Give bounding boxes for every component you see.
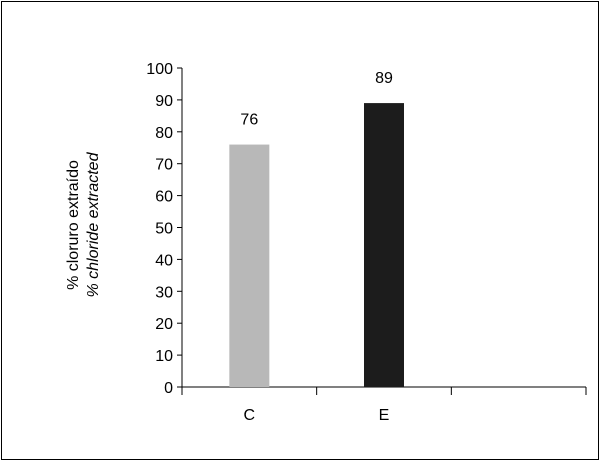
y-tick-label: 40 <box>155 252 173 269</box>
y-tick-label: 60 <box>155 189 173 206</box>
y-tick-label: 0 <box>164 380 173 397</box>
y-tick-label: 70 <box>155 157 173 174</box>
data-label: 76 <box>240 112 258 129</box>
y-tick-label: 100 <box>146 61 173 78</box>
labels: C 76 E 89 <box>240 70 393 424</box>
y-tick-label: 20 <box>155 316 173 333</box>
y-tick-label: 30 <box>155 284 173 301</box>
bar <box>364 103 404 387</box>
x-tick-label: C <box>244 407 256 424</box>
bar <box>229 144 270 387</box>
y-axis-label-english: % chloride extracted <box>85 151 102 297</box>
axes: 0 10 20 30 40 50 60 70 80 90 100 <box>146 61 587 397</box>
y-tick-label: 50 <box>155 221 173 238</box>
y-axis-label-group: % cloruro extraído % chloride extracted <box>65 151 102 297</box>
y-tick-label: 80 <box>155 125 173 142</box>
x-tick-label: E <box>379 407 390 424</box>
y-tick-label: 90 <box>155 93 173 110</box>
y-axis-label: % cloruro extraído <box>65 160 82 290</box>
bars <box>229 103 404 387</box>
data-label: 89 <box>375 70 393 87</box>
y-tick-label: 10 <box>155 348 173 365</box>
